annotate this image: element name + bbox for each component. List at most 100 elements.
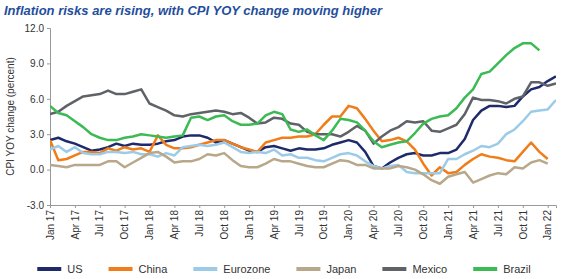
legend-label: US [67, 263, 82, 275]
x-tick-label: Apr 17 [70, 210, 81, 240]
x-tick-mark [299, 205, 300, 208]
series-line [50, 82, 556, 143]
series-line [50, 152, 548, 184]
x-tick-label: Oct 20 [418, 210, 429, 240]
x-tick: Oct 20 [418, 205, 429, 239]
x-tick-label: Oct 18 [219, 210, 230, 240]
x-tick-mark [274, 205, 275, 208]
x-tick: Jan 21 [443, 205, 454, 240]
title: Inflation risks are rising, with CPI YOY… [4, 3, 383, 18]
x-tick: Oct 17 [119, 205, 130, 239]
x-tick-label: Jan 17 [45, 210, 56, 240]
legend-item: Mexico [382, 263, 447, 275]
y-tick-mark [47, 63, 50, 64]
x-tick: Apr 20 [368, 205, 379, 239]
x-tick-mark [498, 205, 499, 208]
x-tick-mark [473, 205, 474, 208]
legend-swatch [296, 267, 320, 271]
x-tick: Jan 20 [343, 205, 354, 240]
y-tick-label: 12.0 [25, 23, 45, 34]
y-tick-label: 3.0 [30, 129, 44, 140]
x-tick: Jan 18 [144, 205, 155, 240]
x-axis: Jan 17 Apr 17 Jul 17 Oct 17 Jan 18 Apr 18 Jul … [45, 205, 557, 240]
x-tick-mark [423, 205, 424, 208]
x-tick-label: Oct 21 [518, 210, 529, 240]
legend-swatch [193, 267, 217, 271]
x-tick-label: Oct 19 [318, 210, 329, 240]
y-tick: 0.0 [30, 164, 50, 175]
x-tick-label: Jul 18 [194, 210, 205, 237]
x-tick-label: Jul 17 [94, 210, 105, 237]
x-tick-label: Jul 20 [393, 210, 404, 237]
x-tick-mark [100, 205, 101, 208]
legend-item: Eurozone [193, 263, 270, 275]
x-axis-line [51, 206, 557, 209]
y-tick: 12.0 [25, 23, 50, 34]
legend-label: Brazil [503, 263, 531, 275]
x-tick: Apr 19 [269, 205, 280, 239]
x-tick-mark [125, 205, 126, 208]
x-tick: Jan 19 [244, 205, 255, 240]
x-tick-mark [150, 205, 151, 208]
x-tick: Apr 18 [169, 205, 180, 239]
x-tick-label: Jan 18 [144, 210, 155, 240]
x-tick: Apr 17 [70, 205, 81, 239]
legend-swatch [109, 267, 133, 271]
x-tick-mark [224, 205, 225, 208]
x-tick-label: Jul 19 [294, 210, 305, 237]
y-axis-line [47, 29, 51, 206]
y-axis-title: CPI YOY change (percent) [5, 57, 16, 176]
plot: -3.0 0.0 3.0 6.0 9.0 12.0 Jan 17 Apr 17 Jul 17 Oc… [25, 23, 557, 240]
y-tick-mark [47, 205, 50, 206]
x-tick-label: Apr 21 [468, 210, 479, 240]
x-tick: Oct 21 [518, 205, 529, 239]
series-line [50, 43, 539, 147]
x-tick-label: Jan 20 [343, 210, 354, 240]
legend-item: US [37, 263, 82, 275]
x-tick: Jul 20 [393, 205, 404, 237]
y-tick-label: 9.0 [30, 58, 44, 69]
legend-swatch [473, 267, 497, 271]
y-tick-label: 6.0 [30, 94, 44, 105]
legend-item: Japan [296, 263, 356, 275]
x-tick: Jan 17 [45, 205, 56, 240]
y-tick-mark [47, 170, 50, 171]
x-tick-mark [174, 205, 175, 208]
y-tick-mark [47, 134, 50, 135]
legend-label: Eurozone [223, 263, 270, 275]
legend-label: Japan [326, 263, 356, 275]
legend-swatch [37, 267, 61, 271]
x-tick-label: Apr 20 [368, 210, 379, 240]
x-tick: Jul 17 [94, 205, 105, 237]
legend-label: Mexico [412, 263, 447, 275]
x-tick-label: Oct 17 [119, 210, 130, 240]
x-tick-label: Jan 21 [443, 210, 454, 240]
y-tick-label: -3.0 [27, 200, 45, 211]
x-tick-label: Apr 18 [169, 210, 180, 240]
x-tick-mark [75, 205, 76, 208]
legend-swatch [382, 267, 406, 271]
legend-item: Brazil [473, 263, 531, 275]
y-tick-label: 0.0 [30, 164, 44, 175]
chart: Inflation risks are rising, with CPI YOY… [0, 0, 568, 279]
x-tick: Oct 18 [219, 205, 230, 239]
x-tick-mark [199, 205, 200, 208]
x-tick: Jul 18 [194, 205, 205, 237]
x-tick-mark [349, 205, 350, 208]
x-tick-mark [448, 205, 449, 208]
y-tick-mark [47, 99, 50, 100]
y-axis: -3.0 0.0 3.0 6.0 9.0 12.0 [25, 23, 51, 211]
lines [50, 43, 556, 183]
x-tick-label: Apr 19 [269, 210, 280, 240]
legend-label: China [139, 263, 169, 275]
x-tick-mark [249, 205, 250, 208]
y-tick: 3.0 [30, 129, 50, 140]
legend-item: China [109, 263, 169, 275]
y-tick-mark [47, 28, 50, 29]
x-tick: Jan 22 [542, 205, 553, 240]
x-tick-mark [374, 205, 375, 208]
x-tick-mark [523, 205, 524, 208]
x-tick-label: Jul 21 [493, 210, 504, 237]
series-line [50, 106, 548, 176]
x-tick: Jul 21 [493, 205, 504, 237]
